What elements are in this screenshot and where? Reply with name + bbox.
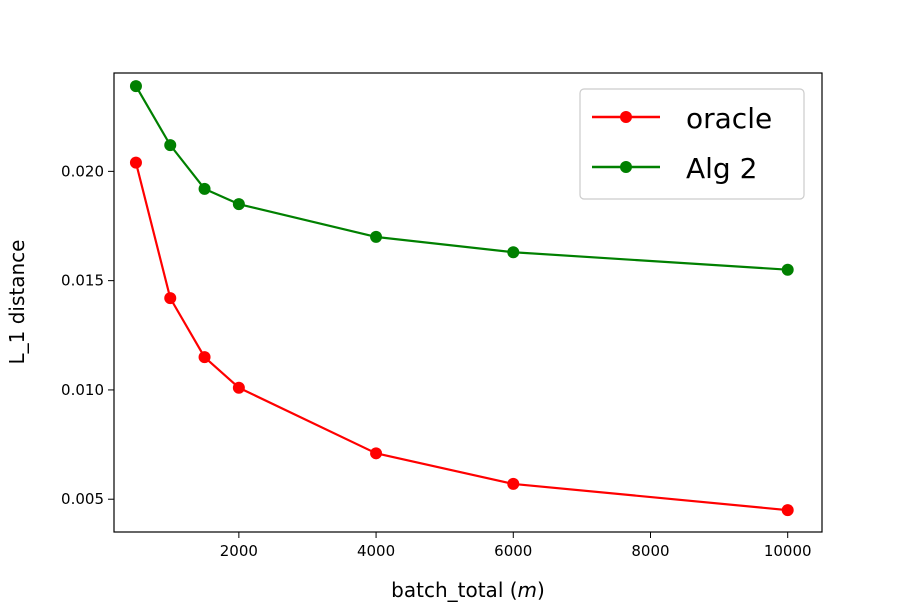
legend-marker-oracle [620, 111, 632, 123]
data-point-oracle [507, 477, 520, 490]
y-tick-label: 0.010 [61, 381, 104, 399]
data-point-alg-2 [198, 182, 211, 195]
series-layer [129, 80, 794, 517]
ticks-layer: 2000 4000 6000 8000 10000 0.005 0.010 0.015 0.02… [61, 162, 812, 560]
plot-frame [113, 72, 823, 533]
x-tick-label: 4000 [357, 542, 395, 560]
y-tick-label: 0.015 [61, 272, 104, 290]
x-axis-label-close: ) [537, 578, 545, 602]
data-point-oracle [370, 447, 383, 460]
data-point-oracle [198, 351, 211, 364]
data-point-oracle [164, 292, 177, 305]
data-point-alg-2 [370, 230, 383, 243]
data-point-alg-2 [129, 80, 142, 93]
data-point-alg-2 [164, 139, 177, 152]
y-axis-label: L_1 distance [5, 240, 29, 365]
x-tick-label: 10000 [764, 542, 812, 560]
x-tick-label: 2000 [220, 542, 258, 560]
legend-marker-alg-2 [620, 161, 632, 173]
x-axis-label: batch_total (m) [391, 578, 545, 602]
data-point-oracle [129, 156, 142, 169]
legend-label-alg-2: Alg 2 [686, 152, 757, 185]
legend: oracle Alg 2 [579, 88, 805, 200]
x-tick-label: 6000 [494, 542, 532, 560]
x-axis-label-variable: m [518, 578, 537, 602]
y-tick-label: 0.005 [61, 490, 104, 508]
data-point-alg-2 [232, 198, 245, 211]
data-point-alg-2 [781, 263, 794, 276]
y-tick-label: 0.020 [61, 162, 104, 180]
data-point-oracle [781, 504, 794, 517]
data-point-oracle [232, 381, 245, 394]
x-tick-label: 8000 [631, 542, 669, 560]
data-point-alg-2 [507, 246, 520, 259]
x-axis-label-text: batch_total ( [391, 578, 517, 602]
legend-label-oracle: oracle [686, 102, 772, 135]
